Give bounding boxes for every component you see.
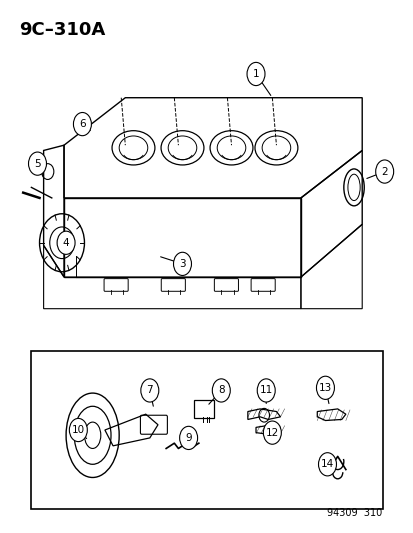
Text: 3: 3 bbox=[179, 259, 185, 269]
Circle shape bbox=[173, 252, 191, 276]
Text: 10: 10 bbox=[71, 425, 85, 435]
Circle shape bbox=[212, 379, 230, 402]
Text: 12: 12 bbox=[265, 427, 278, 438]
Circle shape bbox=[28, 152, 46, 175]
Text: 11: 11 bbox=[259, 385, 272, 395]
Text: 9C–310A: 9C–310A bbox=[19, 21, 105, 39]
Circle shape bbox=[318, 453, 336, 476]
Circle shape bbox=[263, 421, 281, 444]
Circle shape bbox=[375, 160, 393, 183]
Circle shape bbox=[256, 379, 275, 402]
Text: 9: 9 bbox=[185, 433, 192, 443]
Text: 7: 7 bbox=[146, 385, 153, 395]
Text: 6: 6 bbox=[79, 119, 85, 129]
Text: 14: 14 bbox=[320, 459, 333, 469]
Text: 94309  310: 94309 310 bbox=[327, 507, 382, 518]
Text: 4: 4 bbox=[63, 238, 69, 248]
Circle shape bbox=[316, 376, 334, 399]
Circle shape bbox=[140, 379, 159, 402]
Text: 1: 1 bbox=[252, 69, 259, 79]
Circle shape bbox=[247, 62, 264, 86]
Circle shape bbox=[69, 418, 87, 442]
Circle shape bbox=[57, 231, 75, 254]
Text: 8: 8 bbox=[218, 385, 224, 395]
Text: 5: 5 bbox=[34, 159, 41, 168]
Circle shape bbox=[73, 112, 91, 136]
Text: 13: 13 bbox=[318, 383, 331, 393]
Circle shape bbox=[179, 426, 197, 449]
Text: 2: 2 bbox=[380, 166, 387, 176]
